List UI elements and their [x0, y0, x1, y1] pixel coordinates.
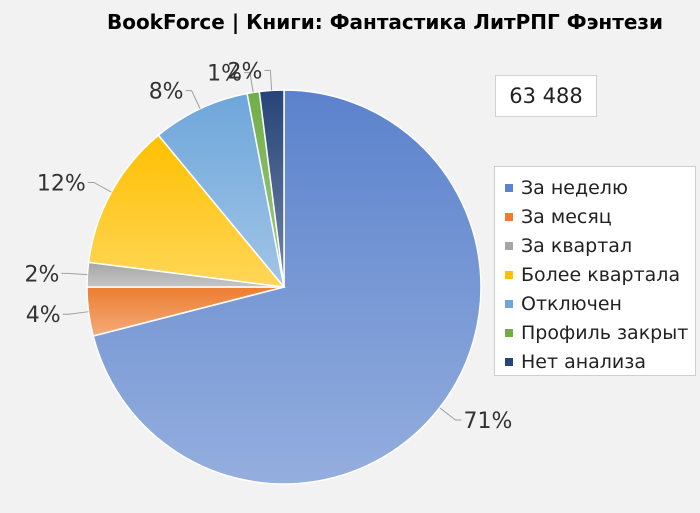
legend-swatch	[505, 328, 513, 337]
pie-slice-4	[87, 134, 286, 288]
leader-line-3	[61, 272, 88, 276]
leader-line-2	[62, 311, 89, 315]
pie-slice-5	[157, 92, 285, 288]
legend: За неделю За месяц За квартал Более квартал…	[494, 166, 696, 376]
leader-line-6	[244, 72, 254, 93]
legend-label: Более квартала	[521, 263, 681, 286]
legend-item-1: За неделю	[505, 173, 695, 202]
slice-label-3: 2%	[25, 262, 60, 287]
legend-swatch	[505, 357, 513, 366]
slice-label-1: 71%	[463, 409, 512, 434]
legend-swatch	[505, 183, 513, 192]
legend-swatch	[505, 241, 513, 250]
leader-line-1	[439, 407, 462, 421]
slice-label-6: 1%	[207, 62, 242, 87]
legend-label: Нет анализа	[521, 350, 647, 373]
legend-label: За квартал	[521, 234, 633, 257]
slice-label-7: 2%	[227, 59, 262, 84]
legend-label: За неделю	[521, 176, 628, 199]
legend-item-2: За месяц	[505, 202, 695, 231]
leader-line-7	[264, 69, 273, 91]
legend-item-3: За квартал	[505, 231, 695, 260]
leader-line-5	[185, 90, 201, 109]
slice-label-2: 4%	[26, 303, 61, 328]
legend-item-4: Более квартала	[505, 260, 695, 289]
legend-label: Профиль закрыт	[521, 321, 689, 344]
total-count: 63 488	[495, 75, 597, 117]
legend-label: За месяц	[521, 205, 612, 228]
legend-swatch	[505, 212, 513, 221]
legend-item-5: Отключен	[505, 289, 695, 318]
slice-label-4: 12%	[37, 171, 86, 196]
legend-label: Отключен	[521, 292, 622, 315]
legend-item-7: Нет анализа	[505, 347, 695, 376]
legend-item-6: Профиль закрыт	[505, 318, 695, 347]
legend-swatch	[505, 270, 513, 279]
legend-swatch	[505, 299, 513, 308]
slice-label-5: 8%	[149, 80, 184, 105]
chart-title: BookForce | Книги: Фантастика ЛитРПГ Фэн…	[106, 10, 664, 34]
leader-line-4	[87, 181, 112, 193]
